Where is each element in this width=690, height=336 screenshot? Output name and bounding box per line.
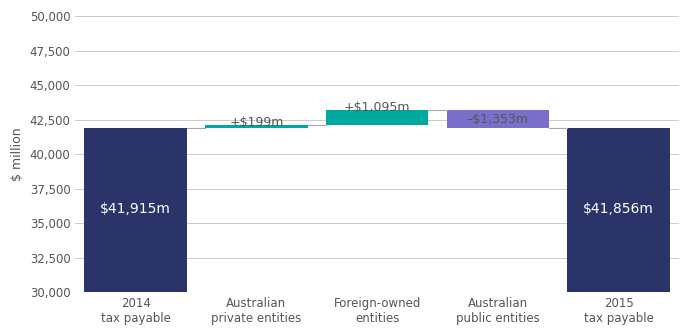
- Bar: [446, 110, 549, 128]
- Text: $41,915m: $41,915m: [100, 202, 171, 216]
- Bar: [205, 125, 308, 128]
- Y-axis label: $ million: $ million: [11, 127, 24, 181]
- Text: –$1,353m: –$1,353m: [467, 113, 529, 126]
- Text: +$199m: +$199m: [229, 116, 284, 129]
- Text: $41,856m: $41,856m: [583, 202, 654, 216]
- Bar: [84, 128, 187, 292]
- Bar: [326, 110, 428, 125]
- Bar: [567, 128, 670, 292]
- Text: +$1,095m: +$1,095m: [344, 100, 411, 114]
